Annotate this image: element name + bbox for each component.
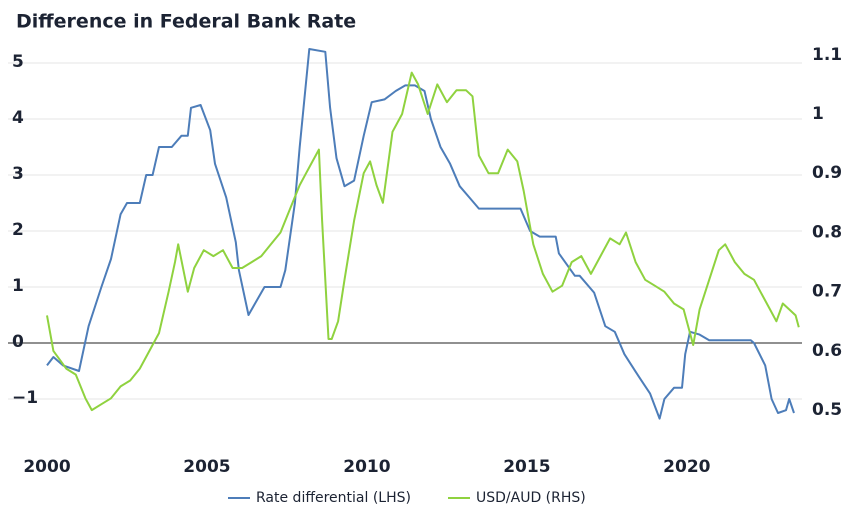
y2-tick-label: 1 [812,104,824,124]
y2-tick-label: 0.7 [812,282,842,302]
y-tick-label: 5 [12,52,24,72]
y2-tick-label: 0.9 [812,163,842,183]
x-tick-label: 2005 [183,457,230,477]
y2-tick-label: 0.6 [812,341,842,361]
series-line [46,48,795,420]
x-tick-label: 2000 [23,457,70,477]
legend-label: USD/AUD (RHS) [476,490,586,506]
x-tick-label: 2010 [343,457,390,477]
y2-tick-label: 0.5 [812,400,842,420]
y-tick-label: 0 [12,332,24,352]
x-tick-label: 2020 [663,457,710,477]
y2-tick-label: 0.8 [812,222,842,242]
y2-tick-label: 1.1 [812,45,842,65]
y-tick-label: 1 [12,276,24,296]
y-tick-label: 2 [12,220,24,240]
y-tick-label: 4 [12,108,24,128]
chart-title: Difference in Federal Bank Rate [16,11,356,33]
series-line [46,71,800,412]
y-tick-label: 3 [12,164,24,184]
legend-label: Rate differential (LHS) [256,490,411,506]
x-tick-label: 2015 [503,457,550,477]
y-tick-label: −1 [12,388,38,408]
